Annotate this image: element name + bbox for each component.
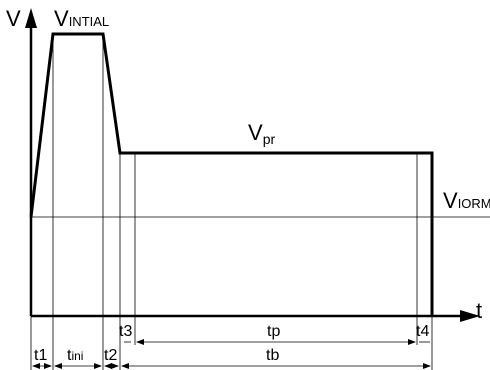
svg-text:tini: tini bbox=[67, 347, 83, 364]
svg-text:Vpr: Vpr bbox=[248, 120, 275, 147]
v-iorm-label: VIORM bbox=[443, 188, 490, 213]
y-axis-label: V bbox=[6, 6, 21, 31]
t4-label: t4 bbox=[416, 323, 429, 340]
v-pr-label: Vpr bbox=[248, 120, 275, 147]
svg-text:VINTIAL: VINTIAL bbox=[54, 6, 109, 31]
voltage-profile-curve bbox=[29, 32, 434, 316]
x-axis-arrowhead bbox=[460, 310, 480, 322]
t1-label: t1 bbox=[34, 347, 47, 364]
y-axis-arrowhead bbox=[25, 8, 37, 28]
x-axis-label: t bbox=[476, 298, 482, 323]
svg-text:VIORM: VIORM bbox=[443, 188, 490, 213]
tini-label: tini bbox=[67, 347, 83, 364]
tp-label: tp bbox=[267, 323, 280, 340]
v-initial-label: VINTIAL bbox=[54, 6, 109, 31]
tb-label: tb bbox=[266, 347, 279, 364]
t3-label: t3 bbox=[119, 323, 132, 340]
t2-label: t2 bbox=[104, 347, 117, 364]
